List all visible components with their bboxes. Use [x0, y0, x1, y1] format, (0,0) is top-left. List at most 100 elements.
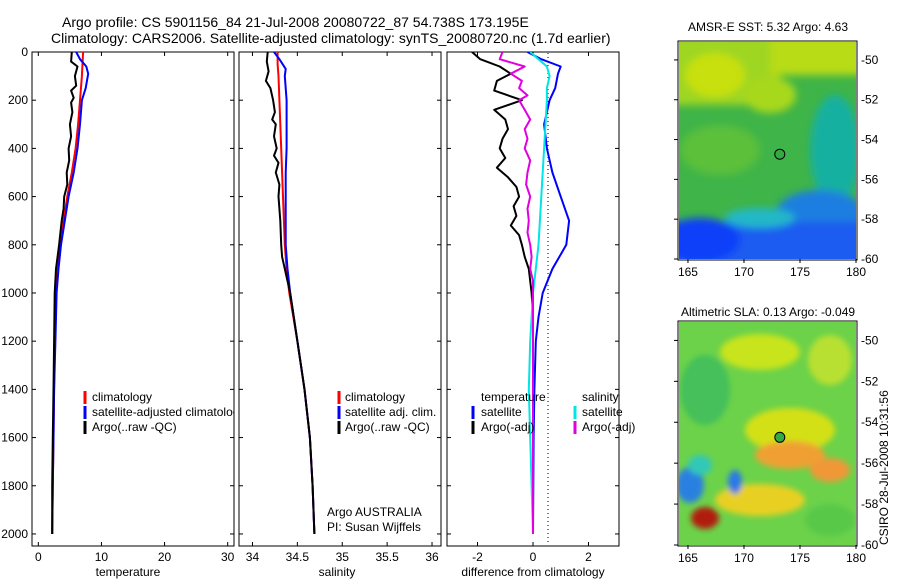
temperature-legend-climatology: climatology [92, 390, 152, 404]
x-tick-label: 34.5 [286, 550, 310, 564]
difference-depth-ticks [447, 51, 619, 535]
difference-legend: temperature salinity satellite Argo(-adj… [471, 390, 635, 434]
sla-green-north [680, 355, 730, 425]
depth-tick-label: 2000 [1, 527, 28, 541]
salinity-lines [264, 52, 316, 535]
x-tick-label: 10 [95, 550, 109, 564]
salinity-annotation-pi: PI: Susan Wijffels [327, 520, 421, 534]
salinity-xlabel: salinity [319, 565, 356, 579]
header-line1: Argo profile: CS 5901156_84 21-Jul-2008 … [62, 14, 529, 30]
map-x-tick-label: 170 [734, 265, 754, 279]
series-line-t_sat [527, 52, 571, 535]
salinity-legend-argo: Argo(..raw -QC) [345, 420, 430, 434]
map-x-tick-label: 175 [790, 265, 810, 279]
map-y-tick-label: -56 [861, 172, 879, 186]
salinity-plot-frame [238, 51, 442, 547]
x-tick-label: 0 [35, 550, 42, 564]
map-x-tick-label: 180 [846, 551, 866, 565]
temperature-legend: climatology satellite-adjusted climatolo… [83, 390, 234, 434]
depth-tick-label: 800 [8, 238, 28, 252]
map-y-tick-label: -50 [861, 333, 879, 347]
sst-warm-northeast [770, 42, 856, 75]
sst-mid-patch [680, 125, 760, 175]
map-x-tick-label: 180 [846, 265, 866, 279]
depth-tick-label: 600 [8, 190, 28, 204]
salinity-panel: 34 34.5 35 35.5 36 salinity climatology sate… [238, 51, 442, 579]
series-line-argo [264, 52, 316, 535]
sla-blue-center [728, 470, 742, 494]
x-tick-label: 35 [336, 550, 350, 564]
depth-tick-label: 1800 [1, 479, 28, 493]
sst-cyan-band [725, 208, 795, 228]
sst-map-panel: AMSR-E SST: 5.32 Argo: 4.63 165 170 175 180… [674, 20, 879, 279]
side-timestamp: CSIRO 28-Jul-2008 10:31:56 [877, 390, 891, 545]
x-tick-label: 0 [530, 550, 537, 564]
sla-yellow-south [715, 484, 805, 516]
map-y-tick-label: -54 [861, 415, 879, 429]
sst-cool-east [810, 95, 856, 205]
map-y-tick-label: -58 [861, 212, 879, 226]
map-y-tick-label: -54 [861, 133, 879, 147]
sla-red-southwest [691, 507, 719, 529]
difference-legend-s-satellite: satellite [582, 405, 623, 419]
depth-tick-label: 1200 [1, 334, 28, 348]
depth-axis: 0 200 400 600 800 1000 1200 1400 1600 1800 2000 [1, 45, 234, 541]
difference-legend-s-argo: Argo(-adj) [582, 420, 635, 434]
sst-warm-patch-a [685, 53, 745, 97]
map-x-tick-label: 175 [790, 551, 810, 565]
sla-map-title: Altimetric SLA: 0.13 Argo: -0.049 [681, 305, 855, 319]
sst-argo-marker [774, 148, 786, 160]
map-y-tick-label: -58 [861, 497, 879, 511]
depth-tick-label: 200 [8, 93, 28, 107]
sst-map-title: AMSR-E SST: 5.32 Argo: 4.63 [688, 20, 848, 34]
temperature-legend-argo: Argo(..raw -QC) [92, 420, 177, 434]
difference-legend-t-satellite: satellite [481, 405, 522, 419]
depth-tick-label: 1600 [1, 431, 28, 445]
salinity-x-axis: 34 34.5 35 35.5 36 [246, 52, 439, 564]
sst-warm-patch-b [744, 77, 796, 113]
difference-legend-t-argo: Argo(-adj) [481, 420, 534, 434]
x-tick-label: 20 [158, 550, 172, 564]
temperature-panel: 0 200 400 600 800 1000 1200 1400 1600 1800 2000 0 1… [1, 45, 235, 579]
temperature-plot-frame [31, 51, 235, 547]
sla-blue-west [679, 467, 704, 503]
salinity-depth-ticks [239, 51, 441, 535]
map-y-tick-label: -60 [861, 538, 879, 552]
salinity-legend-climatology: climatology [345, 390, 405, 404]
sst-heatmap [679, 42, 856, 259]
temperature-lines [51, 52, 90, 535]
sla-orange-east [810, 458, 850, 482]
map-y-tick-label: -52 [861, 374, 879, 388]
header-line2: Climatology: CARS2006. Satellite-adjuste… [51, 30, 611, 46]
map-x-tick-label: 170 [734, 551, 754, 565]
sla-map-axes: 165 170 175 180 -50 -52 -54 -56 -58 -60 [674, 333, 879, 565]
sla-yellow-center [745, 408, 835, 452]
difference-lines [471, 52, 571, 535]
map-y-tick-label: -56 [861, 456, 879, 470]
x-tick-label: 34 [246, 550, 260, 564]
sla-map-panel: Altimetric SLA: 0.13 Argo: -0.049 165 170… [674, 305, 879, 565]
sla-orange-center [755, 441, 825, 469]
salinity-legend: climatology satellite adj. clim. Argo(..… [337, 390, 436, 434]
difference-legend-header-temperature: temperature [481, 390, 546, 404]
depth-tick-label: 1400 [1, 382, 28, 396]
x-tick-label: 2 [585, 550, 592, 564]
map-y-tick-label: -60 [861, 252, 879, 266]
sla-cyan-west [688, 455, 712, 475]
sla-yellow-northeast [808, 335, 852, 385]
series-line-argo [51, 52, 79, 534]
difference-legend-header-salinity: salinity [582, 390, 619, 404]
temperature-x-axis: 0 10 20 30 [35, 52, 235, 564]
difference-panel: -2 0 2 difference from climatology tempera… [446, 51, 635, 579]
map-y-tick-label: -52 [861, 93, 879, 107]
sla-heatmap [679, 322, 856, 545]
salinity-legend-satellite: satellite adj. clim. [345, 405, 436, 419]
map-y-tick-label: -50 [861, 53, 879, 67]
sla-argo-marker [774, 431, 786, 443]
depth-tick-label: 0 [21, 45, 28, 59]
difference-xlabel: difference from climatology [461, 565, 604, 579]
depth-tick-label: 400 [8, 141, 28, 155]
depth-tick-label: 1000 [1, 286, 28, 300]
map-x-tick-label: 165 [678, 551, 698, 565]
x-tick-label: 36 [425, 550, 439, 564]
